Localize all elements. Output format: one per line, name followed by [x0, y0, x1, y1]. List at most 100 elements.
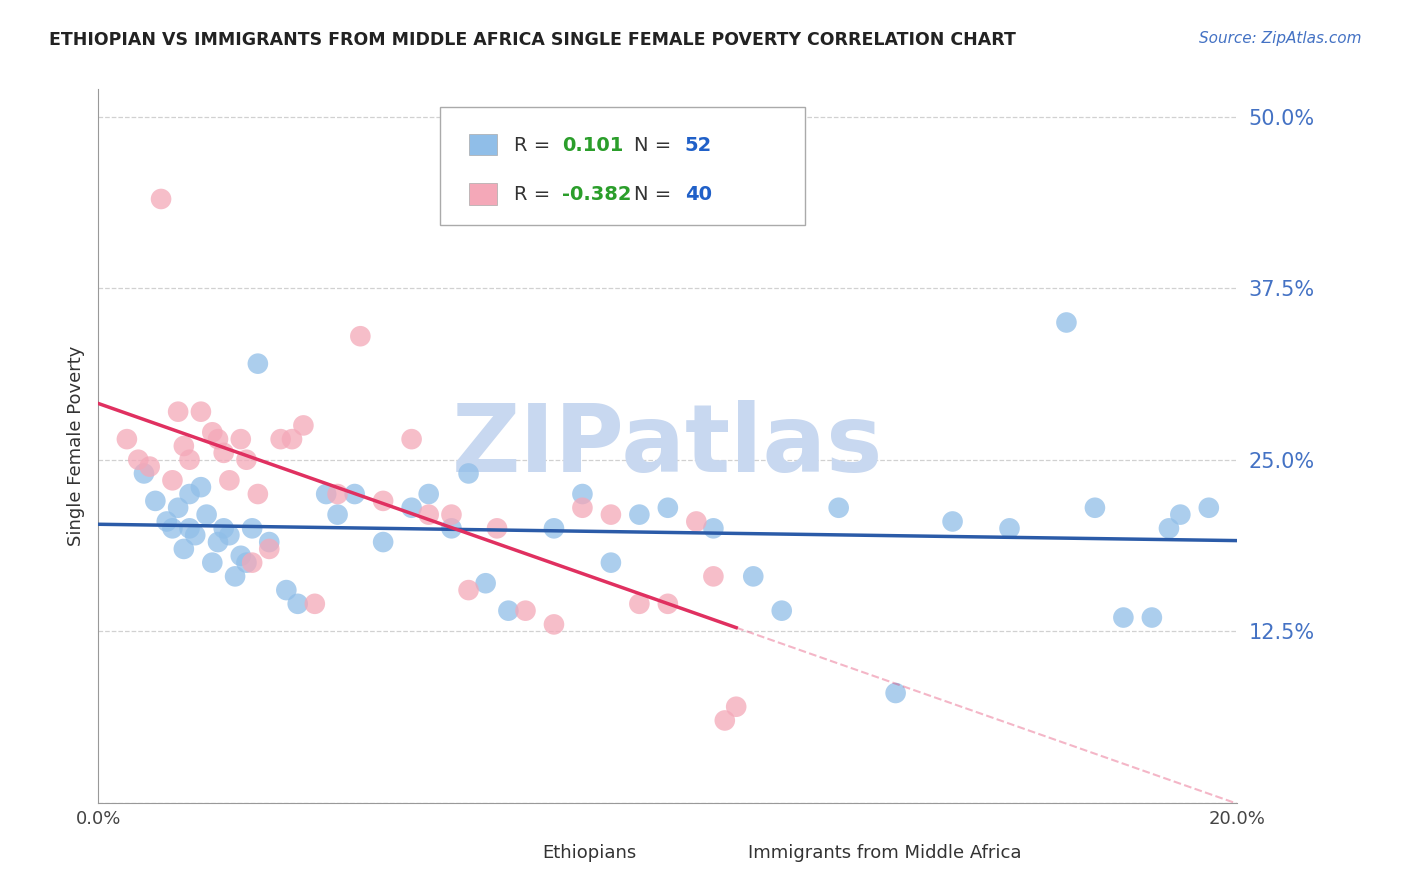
Point: [201, 556, 224, 570]
Text: R =: R =: [515, 136, 557, 154]
Point: [1140, 610, 1163, 624]
Point: [440, 521, 463, 535]
Point: [235, 452, 257, 467]
Point: [998, 521, 1021, 535]
Point: [1170, 508, 1192, 522]
Point: [115, 432, 138, 446]
Point: [474, 576, 496, 591]
Point: [240, 556, 263, 570]
Point: [543, 617, 565, 632]
Point: [1112, 610, 1135, 624]
Point: [828, 500, 851, 515]
Point: [259, 541, 281, 556]
Point: [218, 528, 240, 542]
Point: [543, 521, 565, 535]
Text: N =: N =: [634, 136, 678, 154]
Point: [315, 487, 337, 501]
Point: [162, 473, 184, 487]
Point: [401, 500, 423, 515]
Bar: [498, 840, 531, 865]
Point: [246, 357, 269, 371]
Point: [167, 405, 190, 419]
Point: [201, 425, 224, 440]
Bar: [468, 134, 498, 155]
Point: [373, 535, 395, 549]
Point: [702, 521, 724, 535]
Point: [304, 597, 326, 611]
Point: [401, 432, 423, 446]
Point: [1198, 500, 1220, 515]
Point: [207, 432, 229, 446]
Text: R =: R =: [515, 186, 557, 204]
Point: [156, 515, 179, 529]
Point: [292, 418, 315, 433]
Point: [246, 487, 269, 501]
Point: [942, 515, 965, 529]
Point: [702, 569, 724, 583]
Text: ZIPatlas: ZIPatlas: [453, 400, 883, 492]
Point: [515, 604, 537, 618]
Point: [207, 535, 229, 549]
Point: [349, 329, 371, 343]
Text: Immigrants from Middle Africa: Immigrants from Middle Africa: [748, 845, 1021, 863]
Point: [440, 508, 463, 522]
Text: N =: N =: [634, 186, 678, 204]
Point: [571, 487, 593, 501]
Point: [714, 714, 737, 728]
Point: [287, 597, 309, 611]
Point: [770, 604, 793, 618]
Point: [224, 569, 246, 583]
Point: [229, 432, 252, 446]
Text: Source: ZipAtlas.com: Source: ZipAtlas.com: [1198, 31, 1361, 46]
Y-axis label: Single Female Poverty: Single Female Poverty: [66, 346, 84, 546]
Point: [162, 521, 184, 535]
Point: [1056, 316, 1078, 330]
Point: [657, 500, 679, 515]
Point: [571, 500, 593, 515]
Point: [212, 446, 235, 460]
Point: [600, 556, 623, 570]
Point: [167, 500, 190, 515]
Point: [373, 494, 395, 508]
Point: [326, 487, 349, 501]
Point: [657, 597, 679, 611]
Point: [173, 541, 195, 556]
Text: -0.382: -0.382: [562, 186, 631, 204]
Point: [457, 583, 479, 598]
Point: [179, 452, 201, 467]
Text: ETHIOPIAN VS IMMIGRANTS FROM MIDDLE AFRICA SINGLE FEMALE POVERTY CORRELATION CHA: ETHIOPIAN VS IMMIGRANTS FROM MIDDLE AFRI…: [49, 31, 1017, 49]
Point: [1157, 521, 1180, 535]
Point: [418, 508, 440, 522]
Point: [685, 515, 707, 529]
Point: [742, 569, 765, 583]
Point: [190, 480, 212, 494]
Point: [145, 494, 167, 508]
Point: [218, 473, 240, 487]
Point: [1084, 500, 1107, 515]
Point: [190, 405, 212, 419]
Point: [173, 439, 195, 453]
Point: [498, 604, 520, 618]
Point: [628, 597, 651, 611]
Point: [127, 452, 149, 467]
Point: [150, 192, 173, 206]
Point: [418, 487, 440, 501]
Point: [725, 699, 748, 714]
Point: [270, 432, 292, 446]
Point: [628, 508, 651, 522]
Point: [235, 556, 257, 570]
Point: [259, 535, 281, 549]
Point: [132, 467, 155, 481]
Point: [884, 686, 907, 700]
Point: [212, 521, 235, 535]
Point: [486, 521, 509, 535]
Bar: [468, 184, 498, 205]
Text: Ethiopians: Ethiopians: [543, 845, 637, 863]
Text: 0.101: 0.101: [562, 136, 623, 154]
Point: [184, 528, 207, 542]
Point: [343, 487, 366, 501]
Point: [179, 521, 201, 535]
Point: [326, 508, 349, 522]
Point: [195, 508, 218, 522]
Point: [281, 432, 304, 446]
